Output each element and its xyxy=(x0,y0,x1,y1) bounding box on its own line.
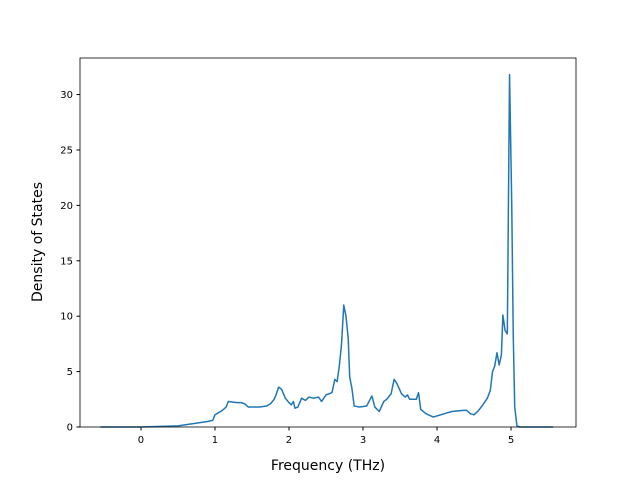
x-tick-label: 5 xyxy=(508,435,514,446)
y-tick-label: 25 xyxy=(60,145,73,156)
y-tick-label: 0 xyxy=(67,423,73,434)
x-tick-label: 4 xyxy=(434,435,440,446)
y-tick-label: 20 xyxy=(60,201,73,212)
y-axis-label: Density of States xyxy=(30,182,46,302)
line xyxy=(100,73,554,428)
plot-frame xyxy=(79,57,577,428)
x-axis-label: Frequency (THz) xyxy=(271,458,385,474)
x-tick-label: 3 xyxy=(360,435,366,446)
y-tick-label: 10 xyxy=(60,312,73,323)
y-tick-label: 30 xyxy=(60,90,73,101)
y-tick-label: 5 xyxy=(67,367,73,378)
x-tick-label: 2 xyxy=(286,435,292,446)
x-tick-label: 0 xyxy=(138,435,144,446)
x-tick-label: 1 xyxy=(212,435,218,446)
y-tick-label: 15 xyxy=(60,256,73,267)
